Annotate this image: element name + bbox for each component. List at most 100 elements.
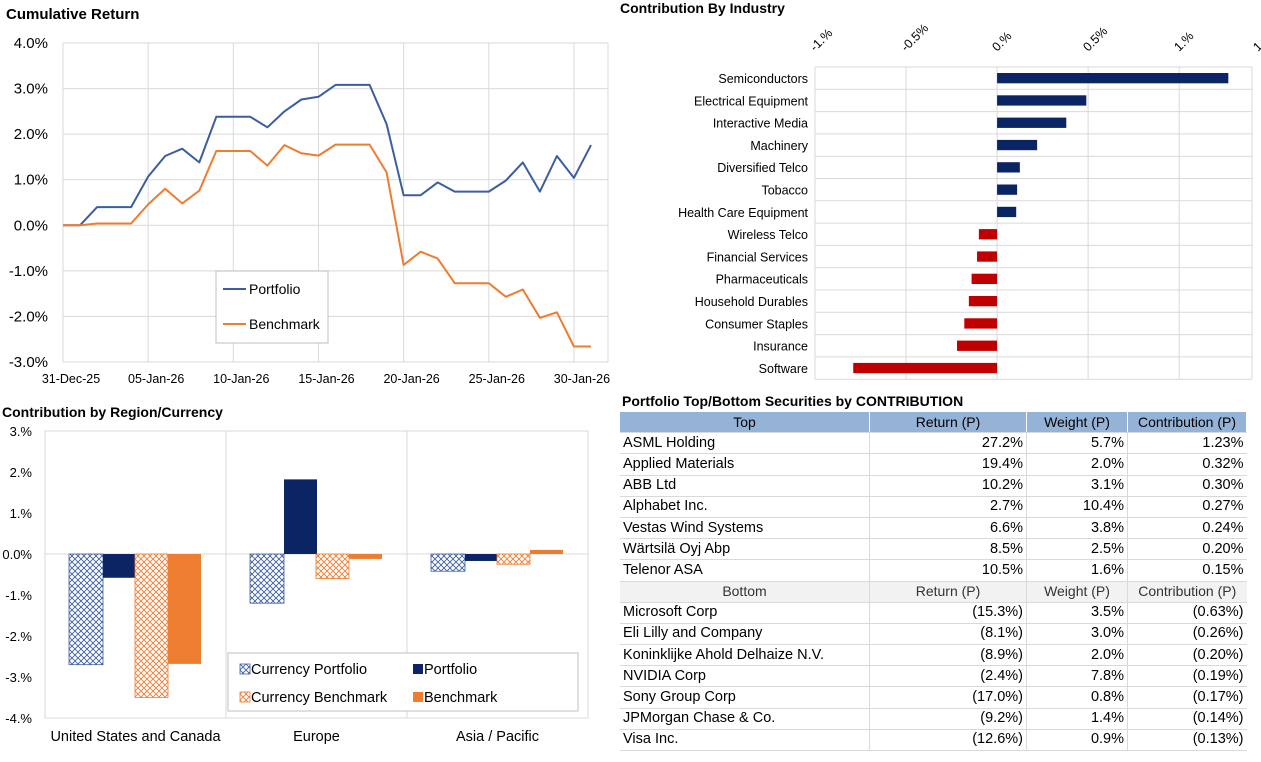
industry-bar xyxy=(997,73,1229,84)
x-tick-label: -0.5% xyxy=(898,21,931,54)
security-value-cell: 10.2% xyxy=(869,475,1027,497)
legend-label: Currency Portfolio xyxy=(251,662,367,678)
industry-label: Machinery xyxy=(750,139,808,153)
security-value-cell: 0.15% xyxy=(1127,559,1247,582)
industry-bar xyxy=(964,318,998,329)
x-tick-label: 31-Dec-25 xyxy=(42,372,100,386)
security-value-cell: (9.2%) xyxy=(869,708,1027,730)
security-value-cell: (0.14%) xyxy=(1127,708,1247,730)
legend-label: Currency Benchmark xyxy=(251,690,388,706)
table-header-top: Top Return (P) Weight (P) Contribution (P) xyxy=(620,412,1247,434)
industry-bar xyxy=(997,162,1020,173)
series-line-portfolio xyxy=(63,83,592,227)
industry-bar xyxy=(853,362,998,374)
legend-label: Benchmark xyxy=(249,316,321,332)
region-bar xyxy=(530,549,563,554)
security-value-cell: 5.7% xyxy=(1026,432,1128,455)
x-tick-label: 25-Jan-26 xyxy=(469,372,525,386)
y-tick-label: -1.% xyxy=(5,588,32,603)
table-row: Koninklijke Ahold Delhaize N.V. (8.9%) 2.0… xyxy=(620,644,1247,667)
industry-label: Financial Services xyxy=(707,250,808,264)
industry-label: Consumer Staples xyxy=(705,317,808,331)
industry-contribution-panel: Contribution By Industry -1.% -0.5% 0.% 0.5… xyxy=(618,0,1261,385)
industry-contribution-chart: -1.% -0.5% 0.% 0.5% 1.% 1. Semiconductors Elect… xyxy=(678,21,1261,380)
security-name-cell: NVIDIA Corp xyxy=(620,665,870,688)
security-value-cell: 3.5% xyxy=(1026,602,1128,624)
security-name-cell: Koninklijke Ahold Delhaize N.V. xyxy=(620,644,870,667)
security-value-cell: 3.1% xyxy=(1026,475,1128,497)
security-value-cell: 10.4% xyxy=(1026,496,1128,518)
security-value-cell: 2.0% xyxy=(1026,453,1128,476)
security-name-cell: Alphabet Inc. xyxy=(620,496,870,518)
table-row: ABB Ltd 10.2% 3.1% 0.30% xyxy=(620,475,1247,497)
security-value-cell: Return (P) xyxy=(869,581,1027,603)
securities-panel: Portfolio Top/Bottom Securities by CONTR… xyxy=(618,390,1261,757)
y-tick-label: -4.% xyxy=(5,711,32,726)
industry-label: Diversified Telco xyxy=(717,161,808,175)
security-name-cell: Microsoft Corp xyxy=(620,602,870,624)
x-tick-label: 30-Jan-26 xyxy=(554,372,610,386)
legend-label: Portfolio xyxy=(424,662,477,678)
region-bar xyxy=(134,553,169,698)
industry-label: Tobacco xyxy=(761,184,808,198)
region-title: Contribution by Region/Currency xyxy=(2,404,223,420)
cumulative-return-panel: Cumulative Return 4.0% 3.0% 2.0% 1.0% 0.0% -1… xyxy=(0,0,618,395)
security-value-cell: 0.8% xyxy=(1026,686,1128,709)
industry-label: Health Care Equipment xyxy=(678,206,808,220)
security-value-cell: (8.1%) xyxy=(869,623,1027,646)
y-tick-label: -2.0% xyxy=(9,308,48,325)
region-bar xyxy=(249,553,285,604)
table-row: Eli Lilly and Company (8.1%) 3.0% (0.26%) xyxy=(620,623,1247,646)
security-name-cell: Visa Inc. xyxy=(620,729,870,752)
table-row: Telenor ASA 10.5% 1.6% 0.15% xyxy=(620,559,1247,582)
region-bar xyxy=(496,553,531,565)
y-tick-label: 4.0% xyxy=(14,35,48,52)
security-value-cell: 8.5% xyxy=(869,538,1027,561)
table-row: Alphabet Inc. 2.7% 10.4% 0.27% xyxy=(620,496,1247,518)
region-bar xyxy=(349,554,382,559)
y-tick-label: -1.0% xyxy=(9,263,48,280)
y-tick-label: 0.0% xyxy=(14,217,48,234)
industry-bar xyxy=(997,95,1087,106)
table-row: JPMorgan Chase & Co. (9.2%) 1.4% (0.14%) xyxy=(620,708,1247,730)
x-tick-label: 20-Jan-26 xyxy=(383,372,439,386)
region-bar xyxy=(103,554,136,578)
security-value-cell: 1.6% xyxy=(1026,559,1128,582)
security-value-cell: (0.26%) xyxy=(1127,623,1247,646)
industry-bar xyxy=(978,229,998,240)
region-bar xyxy=(465,554,498,561)
series-line-benchmark xyxy=(63,143,591,348)
security-name-cell: ASML Holding xyxy=(620,432,870,455)
legend-swatch xyxy=(239,663,251,675)
table-header-bottom: Bottom Return (P) Weight (P) Contribution (… xyxy=(620,581,1247,603)
security-value-cell: 0.27% xyxy=(1127,496,1247,518)
security-name-cell: Wärtsilä Oyj Abp xyxy=(620,538,870,561)
region-contribution-panel: Contribution by Region/Currency 3.% 2.% 1.… xyxy=(0,400,608,757)
security-value-cell: Return (P) xyxy=(869,412,1027,434)
security-value-cell: (17.0%) xyxy=(869,686,1027,709)
x-tick-label: 1.% xyxy=(1171,29,1196,54)
x-tick-label: 0.5% xyxy=(1080,24,1110,54)
industry-bar xyxy=(968,296,998,307)
security-value-cell: (8.9%) xyxy=(869,644,1027,667)
security-value-cell: (0.19%) xyxy=(1127,665,1247,688)
industry-label: Software xyxy=(759,362,808,376)
industry-bar xyxy=(957,340,998,351)
security-value-cell: Weight (P) xyxy=(1026,581,1128,603)
cumulative-return-chart: 4.0% 3.0% 2.0% 1.0% 0.0% -1.0% -2.0% -3.0%31-De… xyxy=(9,35,610,386)
security-value-cell: 0.24% xyxy=(1127,517,1247,540)
security-value-cell: 1.23% xyxy=(1127,432,1247,455)
table-row: ASML Holding 27.2% 5.7% 1.23% xyxy=(620,432,1247,455)
industry-label: Insurance xyxy=(753,340,808,354)
y-tick-label: 0.0% xyxy=(2,547,32,562)
security-value-cell: 3.8% xyxy=(1026,517,1128,540)
security-name-cell: ABB Ltd xyxy=(620,475,870,497)
security-value-cell: 2.7% xyxy=(869,496,1027,518)
y-tick-label: 3.0% xyxy=(14,81,48,98)
region-bar xyxy=(168,554,201,664)
security-value-cell: 10.5% xyxy=(869,559,1027,582)
industry-bar xyxy=(997,139,1038,151)
security-name-cell: Applied Materials xyxy=(620,453,870,476)
y-tick-label: -3.% xyxy=(5,670,32,685)
security-value-cell: 0.9% xyxy=(1026,729,1128,752)
